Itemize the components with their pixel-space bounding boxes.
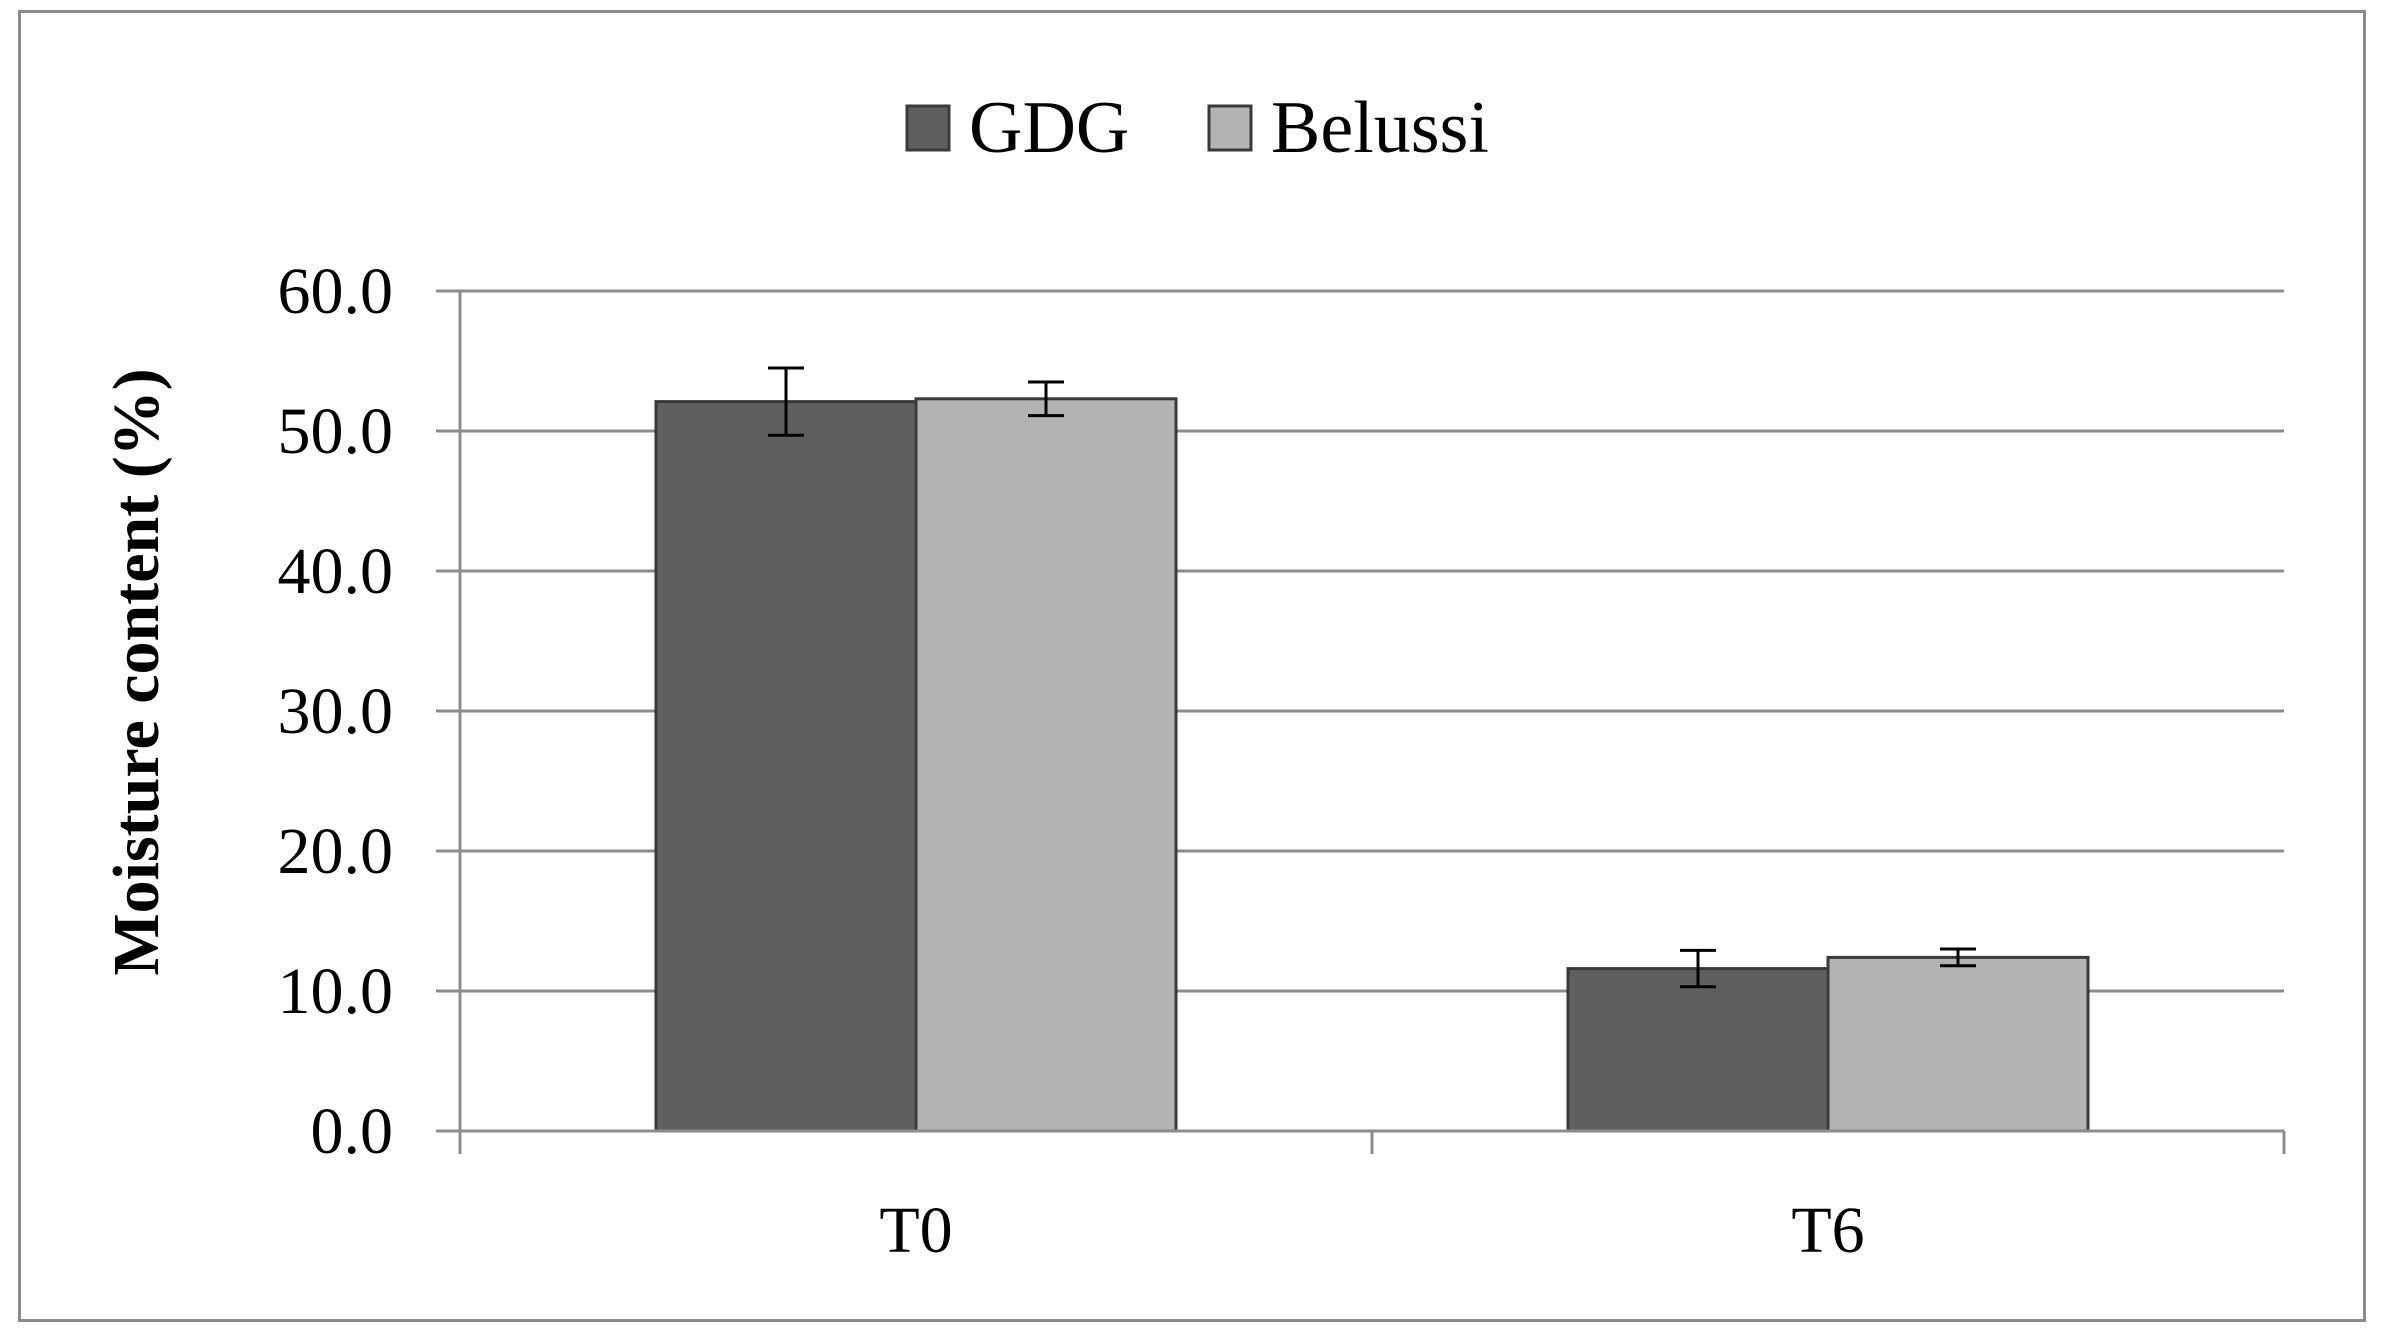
x-tick-label: T6 [1791,1194,1864,1267]
legend: GDG Belussi [905,87,1489,169]
x-tick-label: T0 [879,1194,952,1267]
y-tick-labels: 0.0 10.0 20.0 30.0 40.0 50.0 60.0 [278,255,394,1168]
error-bars [768,366,1976,989]
y-tick-label: 60.0 [278,255,394,328]
y-tick-label: 0.0 [311,1095,394,1168]
legend-swatch-belussi [1207,104,1253,152]
legend-label-belussi: Belussi [1271,87,1489,169]
y-tick-label: 20.0 [278,815,394,888]
bar-gdg-t0 [654,400,918,1133]
bar-belussi-t6 [1826,955,2090,1133]
y-axis-title: Moisture content (%) [100,368,173,975]
axes [458,291,2286,1154]
bar-belussi-t0 [914,397,1178,1133]
x-tick-labels: T0 T6 [879,1194,1864,1267]
bars [654,397,2090,1133]
legend-swatch-gdg [905,104,951,152]
y-tick-label: 50.0 [278,395,394,468]
y-tick-label: 30.0 [278,675,394,748]
legend-label-gdg: GDG [969,87,1129,169]
bar-gdg-t6 [1566,967,1830,1133]
y-tick-label: 10.0 [278,955,394,1028]
y-tick-label: 40.0 [278,535,394,608]
